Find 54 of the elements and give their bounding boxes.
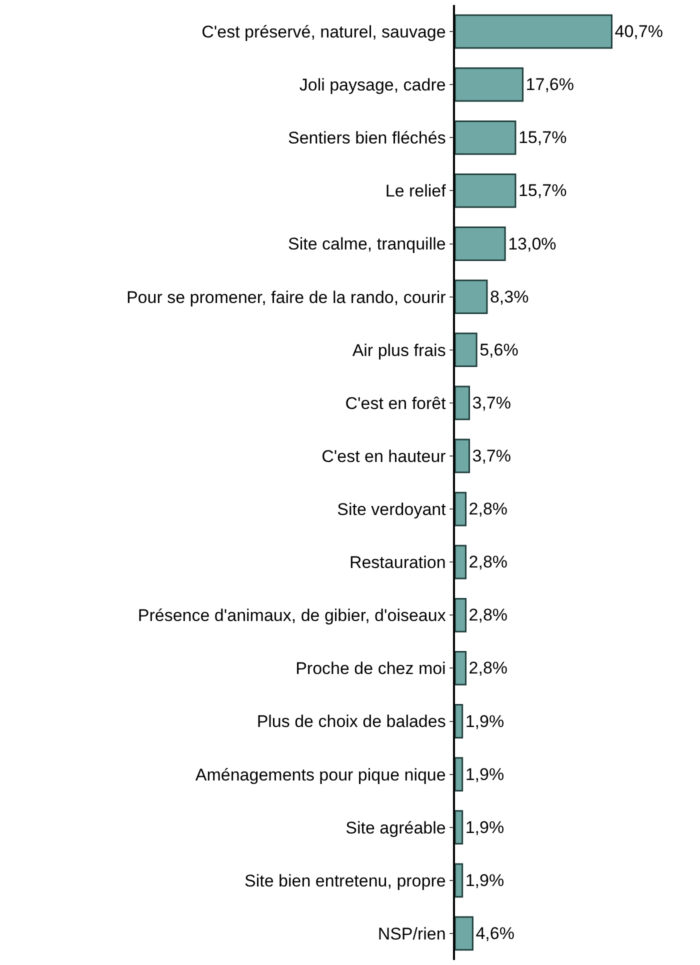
data-label: 2,8% bbox=[468, 658, 508, 678]
y-tick-label: Aménagements pour pique nique bbox=[195, 765, 446, 784]
y-tick-label: Proche de chez moi bbox=[296, 659, 446, 678]
bar bbox=[455, 174, 516, 208]
bar bbox=[455, 757, 464, 792]
data-label: 13,0% bbox=[508, 234, 556, 254]
data-label: 1,9% bbox=[465, 712, 504, 731]
y-tick-label: Plus de choix de balades bbox=[256, 712, 446, 732]
data-label: 8,3% bbox=[490, 287, 529, 306]
bar bbox=[455, 544, 467, 580]
y-tick-label: C'est en hauteur bbox=[322, 446, 446, 466]
bar bbox=[455, 226, 506, 261]
data-label: 1,9% bbox=[465, 818, 504, 837]
y-tick-label: Site calme, tranquille bbox=[288, 234, 446, 254]
data-label: 15,7% bbox=[518, 181, 567, 200]
bar bbox=[455, 863, 464, 898]
bar bbox=[455, 386, 470, 420]
data-label: 3,7% bbox=[472, 446, 511, 466]
bar bbox=[455, 492, 467, 526]
bar bbox=[455, 280, 488, 314]
data-label: 15,7% bbox=[518, 128, 567, 148]
data-label: 2,8% bbox=[468, 606, 508, 625]
bar bbox=[455, 916, 474, 951]
data-label: 17,6% bbox=[526, 75, 574, 94]
y-tick-label: Site agréable bbox=[346, 818, 446, 838]
y-tick-label: Présence d'animaux, de gibier, d'oiseaux bbox=[138, 606, 446, 626]
bar bbox=[455, 704, 464, 738]
data-label: 4,6% bbox=[476, 924, 514, 943]
y-tick-label: Joli paysage, cadre bbox=[299, 76, 446, 95]
bar bbox=[455, 598, 467, 632]
y-tick-label: Air plus frais bbox=[352, 340, 446, 360]
bar bbox=[455, 14, 612, 49]
y-tick-label: Le relief bbox=[385, 182, 446, 201]
data-label: 2,8% bbox=[468, 552, 508, 572]
data-label: 5,6% bbox=[480, 340, 518, 360]
bar bbox=[455, 67, 524, 102]
data-label: 1,9% bbox=[465, 870, 504, 890]
y-tick-label: Site verdoyant bbox=[337, 500, 446, 519]
y-tick-label: Restauration bbox=[349, 553, 446, 572]
bar bbox=[455, 438, 470, 474]
bar bbox=[455, 120, 516, 155]
bar bbox=[455, 651, 467, 686]
y-tick-label: NSP/rien bbox=[378, 924, 446, 944]
data-label: 40,7% bbox=[614, 22, 663, 42]
data-label: 1,9% bbox=[465, 764, 504, 784]
y-tick-label: Sentiers bien fléchés bbox=[288, 128, 446, 148]
bar bbox=[455, 810, 464, 845]
data-label: 3,7% bbox=[472, 393, 511, 412]
bar bbox=[455, 332, 478, 368]
y-tick-label: C'est en forêt bbox=[345, 394, 446, 413]
y-tick-label: C'est préservé, naturel, sauvage bbox=[202, 22, 446, 42]
data-label: 2,8% bbox=[468, 500, 508, 519]
y-tick-label: Site bien entretenu, propre bbox=[244, 871, 446, 890]
y-tick-label: Pour se promener, faire de la rando, courir bbox=[126, 288, 446, 307]
